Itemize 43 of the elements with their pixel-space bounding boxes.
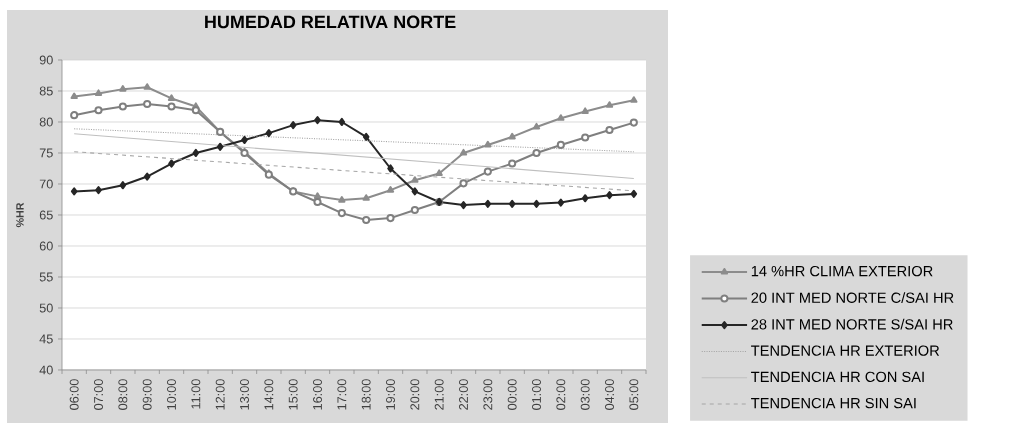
x-tick-label: 03:00 xyxy=(580,379,590,410)
x-tick-label: 00:00 xyxy=(507,379,517,410)
x-tick-label: 12:00 xyxy=(215,379,225,410)
legend-label: 20 INT MED NORTE C/SAI HR xyxy=(751,292,954,303)
x-tick-label: 17:00 xyxy=(337,379,347,410)
y-tick-label: 70 xyxy=(39,179,53,189)
y-tick-label: 75 xyxy=(39,148,53,158)
legend-label: TENDENCIA HR SIN SAI xyxy=(751,397,916,409)
x-tick-label: 09:00 xyxy=(142,379,152,410)
y-tick-label: 80 xyxy=(39,117,53,127)
x-tick-label: 04:00 xyxy=(605,379,614,410)
x-tick-label: 11:00 xyxy=(191,379,201,409)
chart-title: HUMEDAD RELATIVA NORTE xyxy=(205,15,456,29)
x-tick-label: 06:00 xyxy=(69,379,79,410)
x-tick-label: 02:00 xyxy=(556,379,566,410)
y-tick-label: 60 xyxy=(39,241,53,251)
y-tick-label: 55 xyxy=(39,272,53,282)
x-tick-label: 14:00 xyxy=(264,379,274,410)
y-tick-label: 45 xyxy=(39,334,53,344)
legend-label: 28 INT MED NORTE S/SAI HR xyxy=(751,318,953,330)
x-tick-label: 16:00 xyxy=(313,379,322,410)
y-tick-label: 90 xyxy=(39,55,53,65)
x-tick-label: 07:00 xyxy=(94,379,103,410)
x-tick-label: 10:00 xyxy=(167,379,176,410)
y-tick-label: 40 xyxy=(39,365,53,375)
x-tick-label: 21:00 xyxy=(434,379,444,410)
y-tick-label: 50 xyxy=(39,303,53,313)
legend-label: TENDENCIA HR EXTERIOR xyxy=(751,345,940,356)
x-tick-label: 08:00 xyxy=(118,379,128,410)
x-tick-label: 18:00 xyxy=(361,379,371,410)
x-tick-label: 01:00 xyxy=(532,379,541,410)
x-tick-label: 22:00 xyxy=(459,379,468,410)
y-tick-label: 85 xyxy=(39,86,53,96)
x-tick-label: 20:00 xyxy=(410,379,420,410)
x-tick-label: 15:00 xyxy=(288,379,298,410)
x-tick-label: 13:00 xyxy=(240,379,249,410)
y-tick-label: 65 xyxy=(39,210,53,220)
x-tick-label: 05:00 xyxy=(629,379,639,410)
legend-label: TENDENCIA HR CON SAI xyxy=(751,371,924,383)
legend-label: 14 %HR CLIMA EXTERIOR xyxy=(751,265,933,277)
y-axis-title: %HR xyxy=(16,202,24,228)
x-tick-label: 23:00 xyxy=(483,379,493,410)
x-tick-label: 19:00 xyxy=(386,379,395,410)
